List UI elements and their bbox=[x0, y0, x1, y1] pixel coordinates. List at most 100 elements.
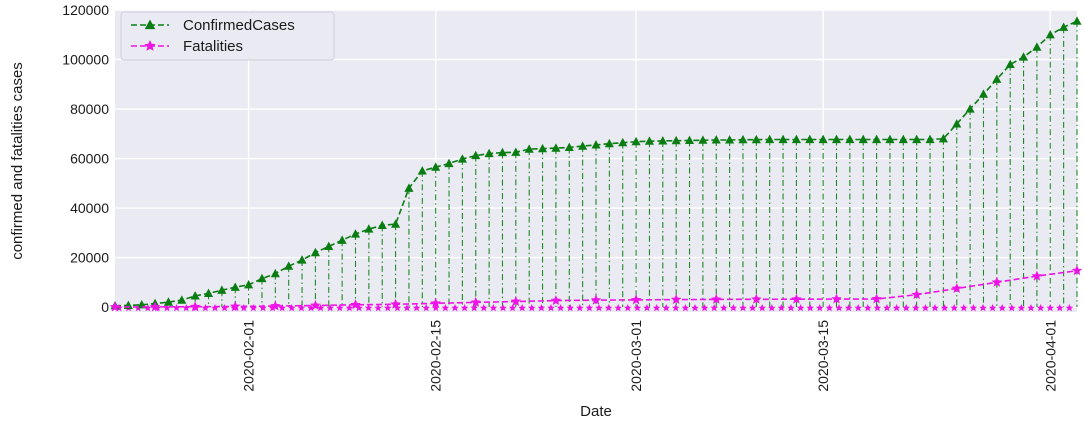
data-point bbox=[1018, 52, 1029, 61]
data-point bbox=[591, 140, 601, 149]
baseline-marker bbox=[768, 304, 776, 312]
y-tick-label: 20000 bbox=[70, 250, 109, 266]
baseline-marker bbox=[470, 304, 478, 312]
data-point bbox=[1071, 265, 1083, 276]
series-Fatalities bbox=[109, 265, 1083, 312]
baseline-marker bbox=[864, 304, 872, 312]
baseline-marker bbox=[595, 304, 603, 312]
data-point bbox=[284, 261, 294, 270]
data-point bbox=[163, 297, 174, 306]
y-tick-label: 0 bbox=[101, 299, 109, 315]
baseline-marker bbox=[403, 304, 411, 312]
data-point bbox=[324, 241, 334, 251]
legend-box bbox=[120, 11, 335, 61]
baseline-marker bbox=[364, 304, 373, 312]
data-point bbox=[511, 147, 521, 156]
data-point bbox=[430, 297, 441, 308]
data-point bbox=[898, 134, 908, 144]
baseline-marker bbox=[796, 304, 805, 312]
baseline-marker bbox=[816, 304, 824, 312]
data-point bbox=[778, 134, 788, 144]
baseline-marker bbox=[902, 304, 910, 312]
data-point bbox=[578, 141, 588, 150]
data-point bbox=[751, 134, 761, 144]
data-point bbox=[390, 298, 401, 309]
baseline-marker bbox=[172, 304, 181, 312]
baseline-marker bbox=[1027, 304, 1035, 312]
data-point bbox=[631, 136, 641, 146]
data-point bbox=[885, 134, 895, 144]
baseline-marker bbox=[288, 304, 296, 312]
baseline-marker bbox=[518, 304, 526, 312]
data-point bbox=[992, 74, 1002, 83]
baseline-marker bbox=[1008, 304, 1016, 312]
data-point bbox=[417, 166, 427, 175]
data-point bbox=[671, 135, 681, 145]
data-point bbox=[244, 279, 254, 289]
data-point bbox=[404, 183, 414, 192]
baseline-marker bbox=[998, 304, 1006, 312]
x-tick-label: 2020-02-01 bbox=[241, 320, 257, 392]
data-point bbox=[230, 301, 241, 311]
data-point bbox=[911, 289, 922, 300]
baseline-marker bbox=[556, 304, 565, 312]
data-point bbox=[978, 89, 989, 98]
y-tick-label: 80000 bbox=[70, 101, 109, 117]
series-ConfirmedCases bbox=[110, 16, 1082, 310]
baseline-marker bbox=[777, 304, 786, 312]
data-point bbox=[991, 276, 1003, 287]
data-point bbox=[912, 134, 922, 144]
data-point bbox=[270, 268, 280, 278]
data-point bbox=[431, 162, 441, 171]
baseline-marker bbox=[489, 304, 498, 312]
baseline-marker bbox=[249, 304, 258, 312]
legend-label: ConfirmedCases bbox=[183, 17, 295, 34]
baseline-marker bbox=[537, 304, 546, 312]
baseline-marker bbox=[729, 304, 738, 312]
baseline-marker bbox=[297, 304, 306, 312]
baseline-marker bbox=[844, 304, 853, 312]
data-point bbox=[471, 150, 481, 160]
baseline-marker bbox=[825, 304, 834, 312]
data-point bbox=[270, 300, 281, 311]
baseline-marker bbox=[873, 304, 882, 312]
x-tick-label: 2020-03-15 bbox=[815, 320, 831, 392]
baseline-marker bbox=[1056, 304, 1064, 312]
legend: ConfirmedCases Fatalities bbox=[120, 11, 335, 61]
baseline-marker bbox=[182, 304, 190, 312]
data-point bbox=[952, 119, 962, 128]
data-point bbox=[951, 283, 962, 293]
baseline-marker bbox=[240, 304, 248, 312]
baseline-marker bbox=[854, 304, 862, 312]
baseline-marker bbox=[710, 304, 718, 312]
baseline-marker bbox=[912, 304, 920, 312]
baseline-marker bbox=[892, 304, 901, 312]
baseline-marker bbox=[451, 304, 459, 312]
data-point bbox=[1031, 270, 1043, 281]
baseline-marker bbox=[220, 304, 229, 312]
data-point bbox=[1045, 29, 1055, 39]
data-point bbox=[1059, 22, 1069, 31]
data-point bbox=[364, 224, 374, 233]
data-point bbox=[751, 293, 762, 304]
data-point bbox=[805, 134, 815, 144]
data-point bbox=[684, 135, 695, 145]
baseline-marker bbox=[1036, 304, 1045, 312]
baseline-marker bbox=[374, 304, 382, 312]
data-point bbox=[658, 136, 668, 145]
data-point bbox=[564, 142, 574, 151]
baseline-marker bbox=[211, 304, 219, 312]
baseline-marker bbox=[326, 304, 334, 312]
data-point bbox=[457, 154, 467, 163]
baseline-marker bbox=[259, 304, 267, 312]
baseline-marker bbox=[201, 304, 210, 312]
baseline-marker bbox=[614, 304, 622, 312]
data-point bbox=[791, 293, 802, 304]
baseline-marker bbox=[739, 304, 747, 312]
y-tick-label: 40000 bbox=[70, 200, 109, 216]
data-point bbox=[872, 134, 882, 144]
legend-marker bbox=[144, 40, 156, 51]
baseline-marker bbox=[499, 304, 507, 312]
baseline-marker bbox=[585, 304, 594, 312]
